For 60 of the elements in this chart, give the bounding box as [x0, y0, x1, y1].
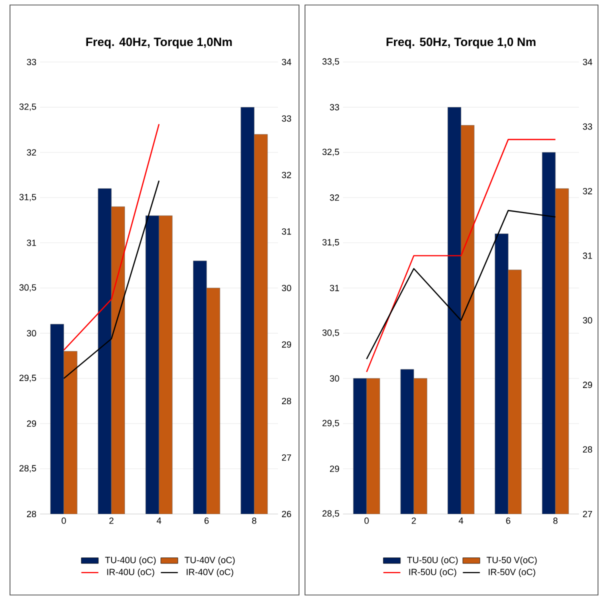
y-tick-label: 33 [330, 104, 340, 110]
y-tick-label: 30,5 [322, 329, 340, 337]
y2-tick-label: 34 [282, 58, 292, 66]
y2-tick-label: 33 [582, 123, 592, 130]
y-tick-label: 30 [330, 375, 340, 382]
y-tick-label: 28,5 [322, 510, 340, 518]
y-tick-label: 29 [330, 466, 340, 472]
y-tick-label: 31 [26, 240, 36, 246]
x-tick-label: 6 [204, 518, 209, 524]
x-tick-label: 8 [553, 518, 558, 524]
y2-tick-label: 30 [582, 317, 592, 324]
legend-label: TU-40U (oC) [105, 556, 156, 565]
y-tick-label: 28,5 [19, 465, 36, 472]
y-tick-label: 31,5 [19, 194, 36, 202]
y2-tick-label: 29 [582, 382, 592, 388]
legend-label: TU-50 V(oC) [486, 556, 537, 565]
x-tick-label: 4 [458, 518, 464, 524]
y2-tick-label: 28 [282, 398, 292, 404]
y-tick-label: 29 [26, 420, 36, 427]
y2-tick-label: 32 [582, 188, 592, 194]
y2-tick-label: 31 [582, 252, 592, 259]
legend-label: IR-50U (oC) [409, 568, 456, 577]
y-tick-label: 32,5 [19, 103, 36, 111]
y2-tick-label: 31 [282, 228, 292, 235]
x-tick-label: 0 [364, 518, 369, 524]
y-tick-label: 31 [330, 284, 340, 292]
y2-tick-label: 30 [282, 284, 292, 292]
y-tick-label: 33,5 [322, 58, 340, 66]
y-tick-label: 29,5 [322, 420, 340, 428]
x-tick-label: 8 [252, 518, 256, 524]
y2-tick-label: 27 [282, 454, 292, 461]
y-tick-label: 32 [330, 194, 340, 201]
y2-tick-label: 32 [282, 172, 292, 178]
line-series [366, 210, 556, 360]
y2-tick-label: 33 [282, 115, 292, 122]
y2-tick-label: 28 [582, 446, 592, 453]
chart-title: Freq. 50Hz, Torque 1,0 Nm [386, 38, 536, 49]
legend-label: IR-40U (oC) [107, 568, 154, 577]
legend-label: TU-40V (oC) [184, 556, 235, 565]
x-tick-label: 4 [156, 518, 162, 524]
legend-label: IR-40V (oC) [186, 568, 234, 577]
legend-label: IR-50V (oC) [488, 568, 536, 577]
y-tick-label: 30,5 [19, 284, 36, 292]
y2-tick-label: 26 [282, 510, 292, 518]
y2-tick-label: 27 [582, 510, 592, 518]
x-tick-label: 2 [412, 518, 416, 524]
x-tick-label: 2 [109, 518, 114, 524]
y-tick-label: 32 [26, 149, 36, 156]
y-tick-label: 31,5 [322, 239, 340, 246]
y-tick-label: 33 [26, 58, 36, 66]
x-tick-label: 0 [62, 518, 66, 524]
y-tick-label: 29,5 [19, 374, 36, 382]
y-tick-label: 28 [26, 510, 36, 518]
y2-tick-label: 34 [582, 58, 592, 66]
legend-label: TU-50U (oC) [407, 556, 458, 565]
y-tick-label: 30 [26, 330, 36, 336]
x-tick-label: 6 [506, 518, 510, 524]
y-tick-label: 32,5 [322, 148, 340, 156]
y2-tick-label: 29 [282, 341, 292, 348]
chart-title: Freq. 40Hz, Torque 1,0Nm [86, 38, 232, 49]
